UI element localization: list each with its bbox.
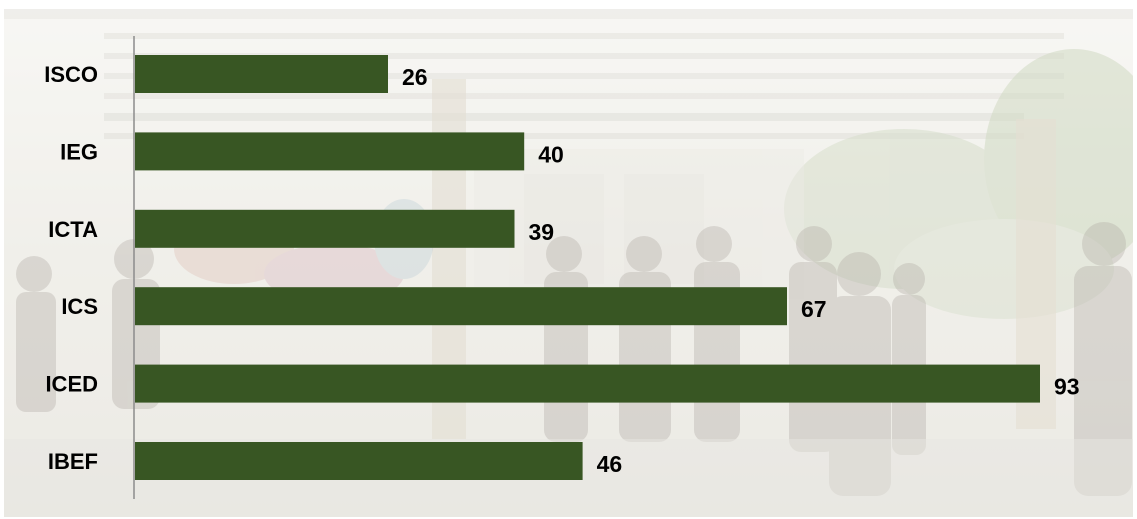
chart-frame: ISCO 26 IEG 40 ICTA 39 ICS 67 ICED 93 IBEF 46 (4, 9, 1133, 517)
value-label-icta: 39 (529, 219, 555, 245)
category-label-icta: ICTA (48, 217, 98, 242)
bar-chart: ISCO 26 IEG 40 ICTA 39 ICS 67 ICED 93 IBEF 46 (44, 36, 1080, 499)
bar-iced (135, 364, 1040, 403)
category-label-iced: ICED (45, 372, 98, 397)
bar-icta (135, 209, 515, 248)
bar-ibef (135, 442, 583, 480)
value-label-ibef: 46 (597, 451, 623, 477)
bar-ics (135, 287, 787, 326)
value-label-isco: 26 (402, 64, 428, 90)
background-wash (4, 9, 1133, 517)
category-label-ics: ICS (61, 294, 98, 319)
value-label-iced: 93 (1054, 374, 1080, 400)
category-label-isco: ISCO (44, 62, 98, 87)
category-label-ibef: IBEF (48, 449, 98, 474)
bar-isco (135, 55, 388, 93)
value-label-ieg: 40 (538, 141, 564, 167)
category-label-ieg: IEG (60, 139, 98, 164)
value-label-ics: 67 (801, 296, 827, 322)
bars: ISCO 26 IEG 40 ICTA 39 ICS 67 ICED 93 IBEF 46 (44, 55, 1080, 480)
bar-ieg (135, 132, 525, 171)
